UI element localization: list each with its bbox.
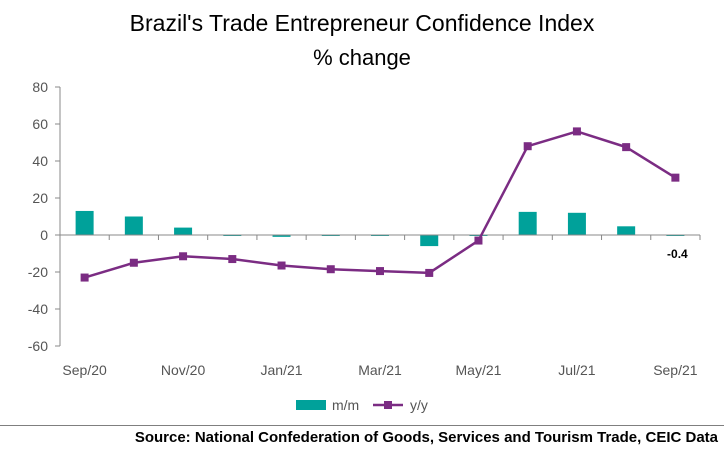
x-tick-label: Jan/21 [261,362,303,378]
x-tick-label: May/21 [456,362,502,378]
x-tick-label: Mar/21 [358,362,402,378]
point-yy [474,236,483,245]
bar-mm [420,235,439,247]
point-yy [425,268,434,277]
bar-mm [124,216,143,235]
point-yy [671,173,680,182]
line-yy [84,130,677,279]
y-tick-label: -60 [28,338,48,354]
point-yy [228,255,237,264]
source-divider [0,425,724,426]
point-yy [179,252,188,261]
data-label: -0.4 [667,247,688,261]
y-tick-label: 80 [32,79,48,95]
legend-swatch-mm [296,400,326,410]
y-tick-label: -20 [28,264,48,280]
point-yy [277,261,286,270]
x-tick-label: Jul/21 [558,362,596,378]
legend-label-mm: m/m [332,397,359,413]
y-axis: 80 60 40 20 0 -20 -40 -60 [28,79,61,354]
x-axis: Sep/20 Nov/20 Jan/21 Mar/21 May/21 Jul/21 Sep/… [59,234,701,378]
x-tick-label: Sep/21 [653,362,698,378]
bar-mm [617,226,636,235]
y-tick-label: 0 [40,227,48,243]
legend-marker-yy [384,401,392,409]
bar-mm [518,211,537,235]
x-tick-label: Sep/20 [62,362,107,378]
chart-plot: 80 60 40 20 0 -20 -40 -60 Sep/20 Nov/20 Jan/21 Mar… [28,79,701,413]
x-tick-label: Nov/20 [161,362,206,378]
y-tick-label: 40 [32,153,48,169]
point-yy [376,267,384,276]
chart-title: Brazil's Trade Entrepreneur Confidence I… [129,10,595,36]
bar-mm [272,235,291,237]
y-tick-label: 60 [32,116,48,132]
point-yy [129,258,138,267]
bar-mm [174,227,193,235]
annotations: -0.4 [667,247,688,261]
y-tick-label: -40 [28,301,48,317]
legend-label-yy: y/y [410,397,428,413]
point-yy [326,265,335,274]
point-yy [572,127,581,136]
y-tick-label: 20 [32,190,48,206]
chart-subtitle: % change [313,45,411,70]
point-yy [80,273,89,282]
point-yy [523,142,532,151]
bar-series-mm [75,210,685,247]
point-yy [622,143,631,152]
bar-mm [75,210,94,235]
bar-mm [567,212,586,235]
source-note: Source: National Confederation of Goods,… [134,429,718,446]
line-series-yy [80,127,680,282]
legend: m/m y/y [296,397,428,413]
